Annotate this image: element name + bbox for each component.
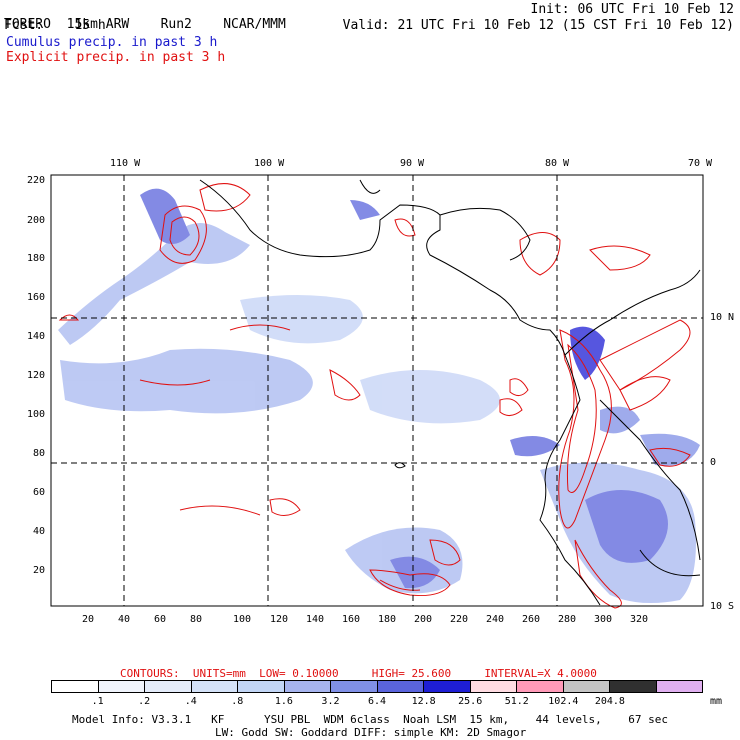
x-tick: 60	[154, 614, 167, 625]
y-tick: 120	[27, 370, 46, 381]
x-tick: 220	[450, 614, 469, 625]
contours-high: HIGH= 25.600	[371, 667, 452, 680]
init-time: Init: 06 UTC Fri 10 Feb 12	[530, 2, 735, 17]
x-tick: 100	[233, 614, 252, 625]
colorbar-swatch	[377, 681, 424, 692]
lat-label-10s: 10 S	[710, 601, 735, 612]
colorbar-swatch	[610, 681, 657, 692]
explicit-contours	[58, 183, 691, 609]
model-physics-line: LW: Godd SW: Goddard DIFF: simple KM: 2D…	[215, 726, 527, 739]
colorbar-swatch	[656, 681, 702, 692]
colorbar-swatch	[98, 681, 145, 692]
lon-label-80w: 80 W	[545, 158, 570, 169]
colorbar-label: 204.8	[594, 696, 625, 707]
colorbar-swatch	[331, 681, 378, 692]
lat-label-10n: 10 N	[710, 312, 735, 323]
model-org: NCAR/MMM	[223, 17, 286, 32]
contours-low: LOW= 0.10000	[259, 667, 339, 680]
x-tick: 240	[486, 614, 505, 625]
x-tick: 320	[630, 614, 649, 625]
fcst-value: 15 h	[74, 18, 106, 33]
x-tick: 280	[558, 614, 577, 625]
y-tick: 100	[27, 409, 46, 420]
x-tick: 120	[270, 614, 289, 625]
x-tick: 200	[414, 614, 433, 625]
contours-info: CONTOURS: UNITS=mm LOW= 0.10000 HIGH= 25…	[120, 666, 597, 681]
colorbar-swatch	[145, 681, 192, 692]
cumulus-fields	[58, 188, 700, 604]
lon-label-90w: 90 W	[400, 158, 425, 169]
y-tick: 20	[33, 565, 46, 576]
colorbar-swatch	[52, 681, 99, 692]
y-tick: 160	[27, 292, 46, 303]
y-tick: 200	[27, 215, 46, 226]
colorbar-label: 1.6	[274, 696, 293, 707]
x-tick: 140	[306, 614, 325, 625]
x-tick: 160	[342, 614, 361, 625]
valid-time: Valid: 21 UTC Fri 10 Feb 12 (15 CST Fri …	[342, 18, 734, 33]
explicit-legend-line: Explicit precip. in past 3 h	[6, 50, 226, 65]
map-frame	[50, 174, 704, 607]
grid-lines	[51, 175, 703, 606]
colorbar-label: 6.4	[368, 696, 387, 707]
colorbar-swatch	[191, 681, 238, 692]
y-tick: 40	[33, 526, 46, 537]
colorbar-swatch	[284, 681, 331, 692]
y-tick: 80	[33, 448, 46, 459]
lon-label-70w: 70 W	[688, 158, 713, 169]
colorbar-swatch	[238, 681, 285, 692]
x-tick: 40	[118, 614, 131, 625]
colorbar-label: 51.2	[504, 696, 529, 707]
y-tick: 140	[27, 331, 46, 342]
y-tick: 180	[27, 253, 46, 264]
colorbar-swatch	[470, 681, 517, 692]
colorbar-swatch	[424, 681, 471, 692]
colorbar-swatch	[563, 681, 610, 692]
colorbar-label: .4	[184, 696, 197, 707]
colorbar-swatch	[517, 681, 564, 692]
colorbar-label: .8	[231, 696, 244, 707]
colorbar-label: 25.6	[458, 696, 483, 707]
x-tick: 180	[378, 614, 397, 625]
lon-label-110w: 110 W	[110, 158, 141, 169]
model-run: Run2	[160, 17, 192, 32]
x-tick: 80	[190, 614, 203, 625]
colorbar-label: .1	[91, 696, 104, 707]
x-tick: 260	[522, 614, 541, 625]
coastlines	[199, 179, 701, 606]
colorbar-label: .2	[138, 696, 151, 707]
x-tick: 300	[594, 614, 613, 625]
model-name: TORERO	[4, 17, 51, 32]
model-resolution: 15km ARW	[66, 17, 130, 32]
model-info-line: Model Info: V3.3.1 KF YSU PBL WDM 6class…	[72, 713, 669, 726]
x-tick: 20	[82, 614, 95, 625]
cumulus-legend-line: Cumulus precip. in past 3 h	[6, 35, 218, 50]
contours-label: CONTOURS:	[120, 667, 180, 680]
contours-units: UNITS=mm	[192, 667, 246, 680]
colorbar-label: 3.2	[321, 696, 340, 707]
y-tick: 60	[33, 487, 46, 498]
colorbar-label: 12.8	[411, 696, 436, 707]
colorbar	[51, 680, 703, 693]
colorbar-units: mm	[710, 696, 723, 707]
fcst-label: Fcst:	[4, 18, 44, 33]
contours-interval: INTERVAL=X 4.0000	[484, 667, 597, 680]
colorbar-label: 102.4	[548, 696, 579, 707]
y-tick: 220	[27, 175, 46, 186]
lon-label-100w: 100 W	[254, 158, 285, 169]
lat-label-0: 0	[710, 457, 717, 468]
